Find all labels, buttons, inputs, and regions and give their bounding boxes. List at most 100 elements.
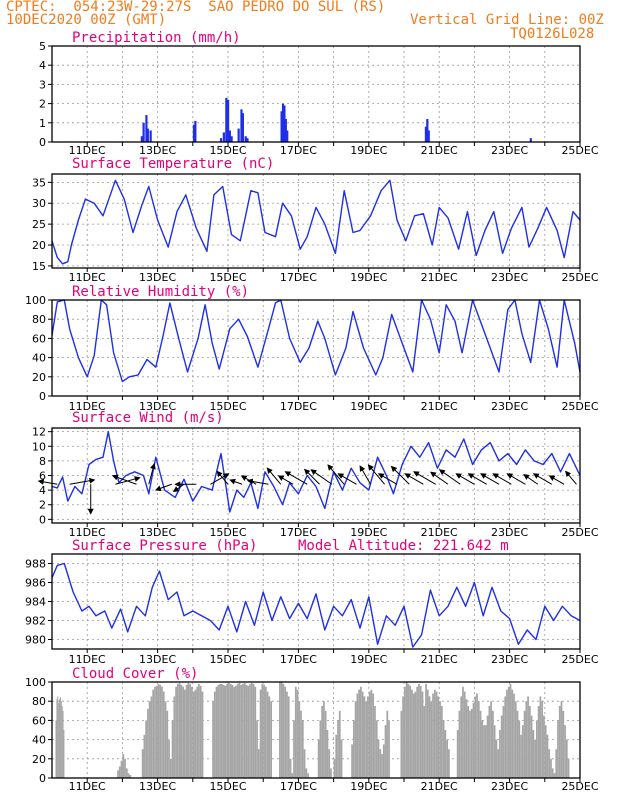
cloud-bar xyxy=(423,706,426,778)
wind-arrow xyxy=(310,469,333,485)
cloud-bar xyxy=(59,699,61,778)
cloud-bar xyxy=(460,696,463,778)
wind-arrow xyxy=(277,475,294,485)
cloud-bar xyxy=(287,696,290,778)
x-tick-label: 19DEC xyxy=(350,653,387,666)
x-tick-label: 17DEC xyxy=(280,400,317,413)
cloud-bar xyxy=(173,696,176,778)
cloud-bar xyxy=(240,684,243,778)
cloud-bar xyxy=(544,725,547,778)
cloud-bar xyxy=(518,720,521,778)
cloud-bar xyxy=(502,706,505,778)
cloud-bar xyxy=(180,684,183,778)
x-tick-label: 15DEC xyxy=(209,526,246,539)
precip-bar xyxy=(225,97,228,142)
precip-bar xyxy=(281,103,285,142)
cloud-bar xyxy=(169,758,172,778)
wind-arrow xyxy=(413,471,436,485)
panel-frame xyxy=(51,173,581,269)
cloud-bar xyxy=(557,720,559,778)
cloud-bar xyxy=(541,701,544,778)
x-tick-label: 17DEC xyxy=(280,526,317,539)
x-tick-label: 13DEC xyxy=(139,271,176,284)
wind-arrow xyxy=(172,483,185,493)
cloud-bar xyxy=(416,686,419,778)
y-tick-label: 8 xyxy=(39,455,46,468)
panel-2: 15 20 25 30 35 11DEC 13DEC 15DEC 17DEC 19DEC 21DEC… xyxy=(32,156,599,284)
cloud-bar xyxy=(504,696,507,778)
cloud-bar xyxy=(323,701,325,778)
cloud-bar xyxy=(354,701,357,778)
cloud-bar xyxy=(402,696,404,778)
cloud-bar xyxy=(250,682,253,778)
y-tick-label: 20 xyxy=(32,371,46,384)
x-tick-label: 21DEC xyxy=(421,144,458,157)
panel-title: Cloud Cover (%) xyxy=(72,666,198,682)
precip-bar xyxy=(145,115,148,142)
cloud-bar xyxy=(259,689,262,778)
y-tick-label: 6 xyxy=(39,470,46,483)
cloud-bar xyxy=(305,768,308,778)
panel-annotation: Model Altitude: 221.642 m xyxy=(298,538,509,554)
cloud-bar xyxy=(530,715,533,778)
x-tick-label: 17DEC xyxy=(280,653,317,666)
y-tick-label: 0 xyxy=(39,136,46,149)
cloud-bar xyxy=(120,760,123,778)
y-tick-label: 980 xyxy=(25,634,46,647)
precip-bar xyxy=(286,130,289,142)
cloud-bar xyxy=(483,725,485,778)
precip-bar xyxy=(228,130,231,142)
cloud-bar xyxy=(61,706,63,778)
cloud-bar xyxy=(543,715,545,778)
cloud-bar xyxy=(527,696,529,778)
cloud-bar xyxy=(166,710,169,778)
x-tick-label: 15DEC xyxy=(209,400,246,413)
wind-arrow xyxy=(377,473,398,485)
x-tick-label: 15DEC xyxy=(209,144,246,157)
panel-1: 0 1 2 3 4 5 11DEC 13DEC 15DEC 17DEC 19DEC 21DEC 23DE… xyxy=(39,30,599,157)
x-tick-label: 21DEC xyxy=(421,400,458,413)
cloud-bar xyxy=(143,734,146,778)
cloud-bar xyxy=(426,689,429,778)
cloud-bar xyxy=(148,701,151,778)
x-tick-label: 21DEC xyxy=(421,780,458,793)
cloud-bar xyxy=(486,715,489,778)
cloud-bar xyxy=(58,703,60,778)
cloud-bar xyxy=(154,686,156,778)
x-tick-label: 11DEC xyxy=(69,271,106,284)
cloud-bar xyxy=(199,685,202,778)
wind-arrow xyxy=(390,465,410,485)
cloud-bar xyxy=(409,685,412,778)
cloud-bar xyxy=(175,686,177,778)
cloud-bar xyxy=(352,720,355,778)
cloud-bar xyxy=(127,773,130,778)
x-tick-label: 17DEC xyxy=(280,271,317,284)
cloud-bar xyxy=(185,684,188,778)
cloud-bar xyxy=(469,710,471,778)
cloud-bar xyxy=(129,775,132,778)
cloud-bar xyxy=(472,703,475,778)
cloud-bar xyxy=(433,689,436,778)
cloud-bar xyxy=(386,710,389,778)
panel-6: 0 20 40 60 80 100 11DEC 13DEC 15DEC 17DEC 19DEC 21D… xyxy=(25,666,599,793)
y-tick-label: 80 xyxy=(32,313,46,326)
cloud-bar xyxy=(484,725,487,778)
cloud-bar xyxy=(145,720,148,778)
cloud-bar xyxy=(470,708,473,778)
cloud-bar xyxy=(488,706,491,778)
wind-arrow xyxy=(246,478,269,485)
cloud-bar xyxy=(301,720,304,778)
cloud-bar xyxy=(414,691,417,778)
wind-arrow xyxy=(266,467,282,485)
cloud-bar xyxy=(291,773,294,778)
cloud-bar xyxy=(499,730,501,778)
x-tick-label: 25DEC xyxy=(561,400,598,413)
cloud-bar xyxy=(56,699,58,778)
x-tick-label: 15DEC xyxy=(209,271,246,284)
cloud-bar xyxy=(539,696,542,778)
cloud-bar xyxy=(141,749,144,778)
x-tick-label: 25DEC xyxy=(561,144,598,157)
cloud-bar xyxy=(500,715,503,778)
cloud-bar xyxy=(476,693,478,778)
panel-frame xyxy=(51,45,581,143)
